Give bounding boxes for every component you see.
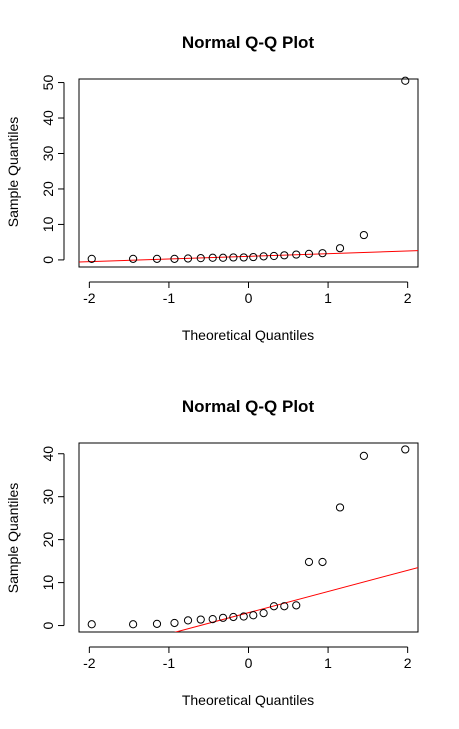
data-point [280, 251, 289, 260]
data-point [304, 249, 314, 258]
plot-title: Normal Q-Q Plot [182, 397, 315, 416]
data-point [239, 612, 248, 621]
data-point [129, 620, 138, 629]
data-point [229, 253, 238, 262]
data-point [335, 244, 345, 253]
y-axis-label: Sample Quantiles [5, 483, 21, 594]
y-axis-label: Sample Quantiles [5, 117, 21, 228]
data-point [170, 618, 179, 628]
data-point [359, 230, 368, 240]
data-point [249, 252, 258, 262]
x-tick-label: 0 [245, 290, 253, 306]
data-point [196, 615, 205, 624]
x-tick-label: -1 [163, 655, 176, 671]
data-point [208, 615, 217, 624]
y-tick-label: 30 [40, 145, 56, 161]
y-tick-label: 40 [40, 110, 56, 126]
x-tick-label: 2 [404, 655, 412, 671]
x-tick-label: 2 [404, 290, 412, 306]
data-point [318, 557, 327, 567]
x-tick-label: 1 [324, 290, 332, 306]
data-point [359, 451, 368, 460]
plot-title: Normal Q-Q Plot [182, 33, 315, 52]
x-axis-label: Theoretical Quantiles [182, 692, 314, 708]
data-point [129, 254, 138, 263]
x-tick-label: -2 [83, 290, 96, 306]
qq-plot-panel-1: Normal Q-Q Plot Theoretical Quantiles Sa… [5, 33, 419, 343]
data-point [249, 611, 258, 620]
y-tick-label: 50 [40, 75, 56, 91]
x-tick-label: 0 [245, 655, 253, 671]
data-point [259, 252, 268, 261]
data-point [269, 602, 279, 611]
data-point [208, 253, 217, 262]
data-point [401, 445, 410, 454]
data-point [87, 254, 96, 263]
data-point [183, 616, 193, 625]
data-point [87, 620, 96, 629]
x-axis-label: Theoretical Quantiles [182, 327, 314, 343]
y-tick-label: 20 [40, 181, 56, 197]
data-point [401, 76, 410, 85]
y-tick-label: 10 [40, 216, 56, 232]
data-point [269, 251, 279, 261]
qq-reference-line [173, 567, 418, 632]
data-point [335, 503, 345, 512]
data-point [170, 254, 179, 263]
x-tick-label: -2 [83, 655, 96, 671]
data-point [152, 254, 162, 263]
data-point [318, 249, 327, 258]
data-point [229, 612, 238, 622]
data-point [183, 254, 193, 263]
qq-reference-line [79, 250, 418, 263]
y-tick-label: 40 [40, 446, 56, 462]
data-point [292, 601, 301, 610]
data-point [280, 602, 289, 611]
y-tick-label: 30 [40, 489, 56, 505]
plot-frame [78, 78, 419, 268]
data-point [292, 250, 301, 259]
x-tick-label: -1 [163, 290, 176, 306]
data-point [239, 253, 248, 262]
y-tick-label: 0 [40, 621, 56, 629]
qq-plot-panel-2: Normal Q-Q Plot Theoretical Quantiles Sa… [5, 397, 419, 708]
data-point [196, 254, 205, 263]
data-point [259, 609, 268, 618]
plot-frame [78, 442, 419, 633]
data-point [304, 557, 314, 567]
x-tick-label: 1 [324, 655, 332, 671]
data-point [152, 619, 162, 628]
y-tick-label: 10 [40, 575, 56, 591]
data-point [218, 253, 228, 262]
y-tick-label: 0 [40, 256, 56, 264]
data-point [218, 613, 228, 622]
y-tick-label: 20 [40, 532, 56, 548]
